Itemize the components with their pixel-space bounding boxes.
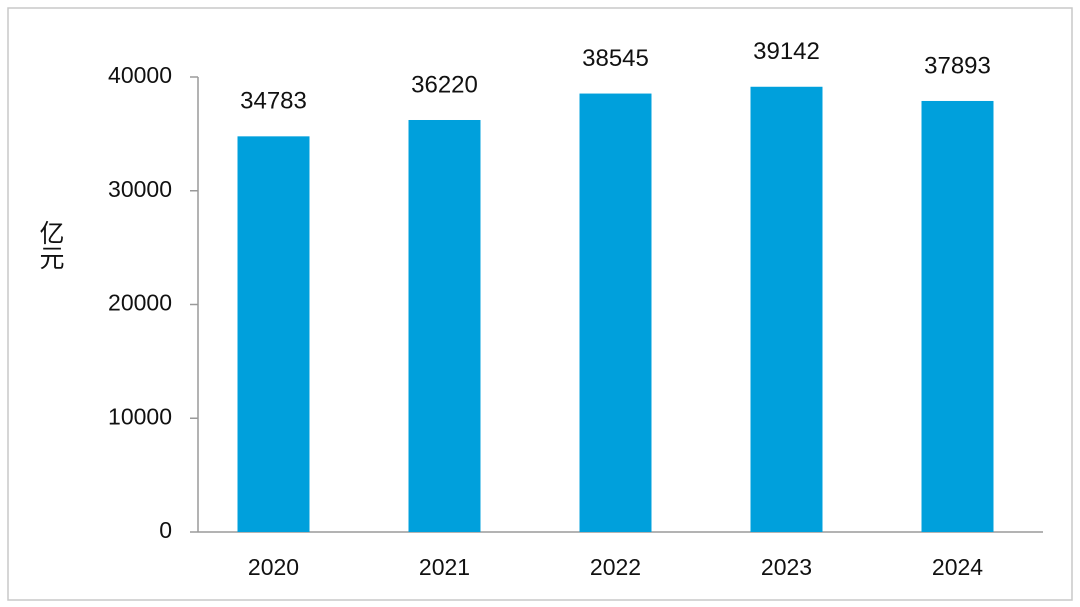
x-tick-label: 2022 — [590, 554, 641, 580]
bar — [579, 93, 652, 532]
bar — [408, 119, 481, 532]
y-tick-label: 40000 — [108, 62, 172, 88]
y-tick-label: 20000 — [108, 290, 172, 316]
y-tick-label: 10000 — [108, 403, 172, 429]
y-axis-label: 亿元 — [36, 220, 65, 270]
x-tick-label: 2021 — [419, 554, 470, 580]
bar — [237, 136, 310, 532]
x-tick-label: 2020 — [248, 554, 299, 580]
value-label: 39142 — [753, 38, 820, 65]
x-tick-label: 2023 — [761, 554, 812, 580]
value-label: 34783 — [240, 88, 307, 115]
value-label: 36220 — [411, 71, 478, 98]
chart-frame — [7, 7, 1073, 601]
y-tick-label: 0 — [159, 517, 172, 543]
y-tick-label: 30000 — [108, 176, 172, 202]
x-tick-label: 2024 — [932, 554, 983, 580]
value-label: 37893 — [924, 52, 991, 79]
bar — [750, 86, 823, 532]
bar — [921, 100, 994, 532]
value-label: 38545 — [582, 45, 649, 72]
